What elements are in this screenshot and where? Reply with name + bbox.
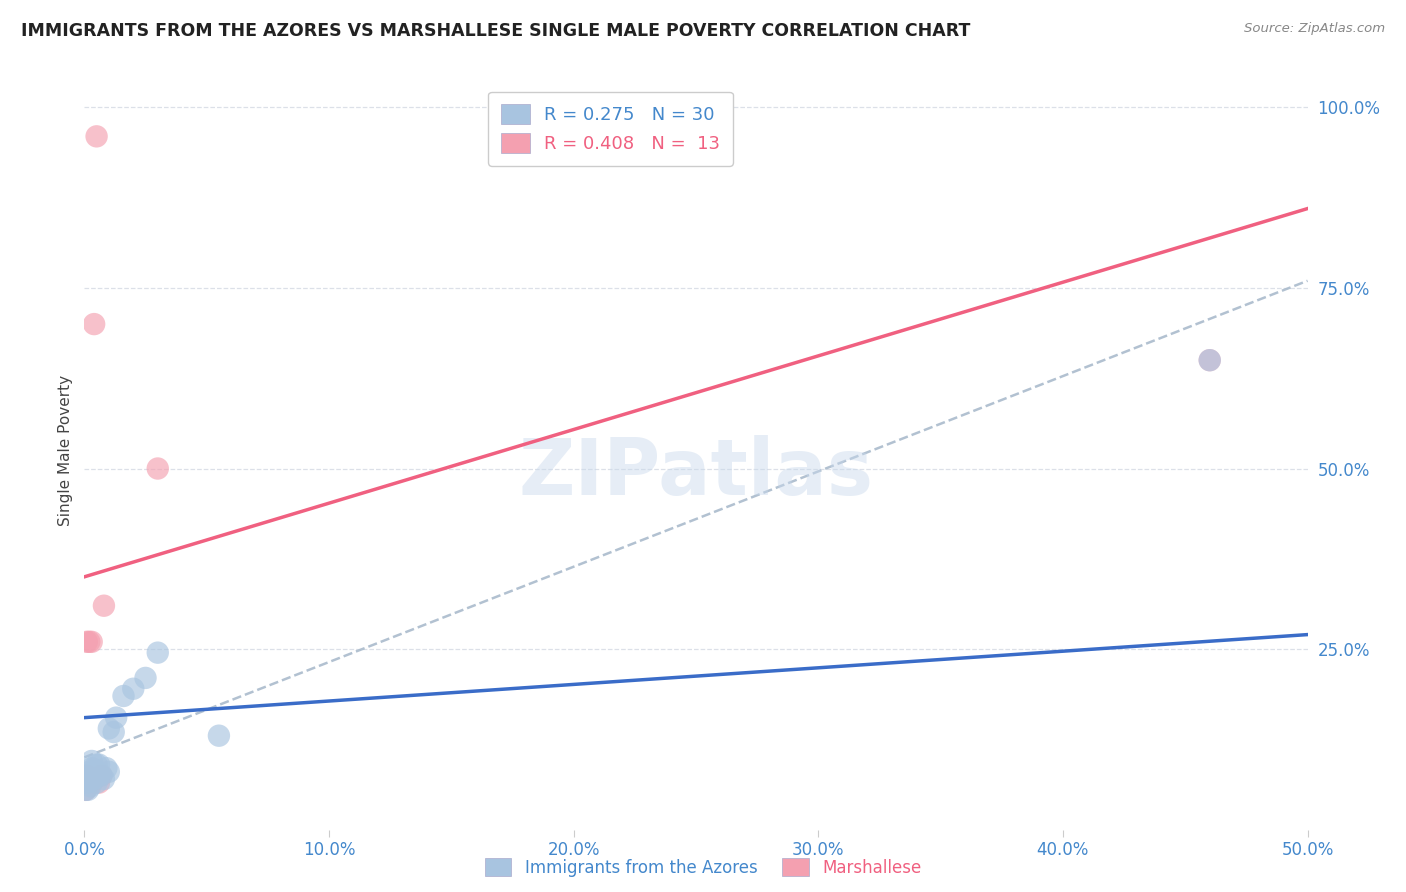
Point bbox=[97, 764, 120, 779]
Point bbox=[96, 761, 118, 775]
Point bbox=[77, 772, 100, 786]
Point bbox=[80, 761, 103, 775]
Point bbox=[76, 768, 98, 782]
Point bbox=[83, 772, 105, 786]
Point bbox=[146, 461, 169, 475]
Point bbox=[112, 689, 135, 703]
Point bbox=[76, 768, 98, 782]
Legend: R = 0.275   N = 30, R = 0.408   N =  13: R = 0.275 N = 30, R = 0.408 N = 13 bbox=[488, 92, 733, 166]
Text: ZIPatlas: ZIPatlas bbox=[519, 435, 873, 511]
Point bbox=[77, 764, 100, 779]
Point bbox=[75, 782, 97, 797]
Point bbox=[87, 768, 110, 782]
Point bbox=[86, 764, 108, 779]
Point bbox=[105, 711, 128, 725]
Point bbox=[103, 725, 125, 739]
Point bbox=[122, 681, 145, 696]
Point bbox=[75, 782, 97, 797]
Point bbox=[87, 757, 110, 772]
Point bbox=[80, 768, 103, 782]
Point bbox=[90, 768, 112, 782]
Point bbox=[80, 635, 103, 649]
Point bbox=[135, 671, 157, 685]
Point bbox=[83, 317, 105, 331]
Point bbox=[76, 635, 98, 649]
Point bbox=[79, 779, 101, 793]
Point bbox=[97, 722, 120, 736]
Point bbox=[90, 768, 112, 782]
Text: IMMIGRANTS FROM THE AZORES VS MARSHALLESE SINGLE MALE POVERTY CORRELATION CHART: IMMIGRANTS FROM THE AZORES VS MARSHALLES… bbox=[21, 22, 970, 40]
Point bbox=[208, 729, 231, 743]
Point bbox=[93, 772, 115, 786]
Point bbox=[80, 754, 103, 768]
Point bbox=[87, 775, 110, 789]
Point bbox=[77, 635, 100, 649]
Point bbox=[76, 775, 98, 789]
Y-axis label: Single Male Poverty: Single Male Poverty bbox=[58, 375, 73, 526]
Point bbox=[83, 764, 105, 779]
Point bbox=[93, 599, 115, 613]
Text: Source: ZipAtlas.com: Source: ZipAtlas.com bbox=[1244, 22, 1385, 36]
Point bbox=[1198, 353, 1220, 368]
Point bbox=[80, 775, 103, 789]
Legend: Immigrants from the Azores, Marshallese: Immigrants from the Azores, Marshallese bbox=[478, 852, 928, 883]
Point bbox=[146, 646, 169, 660]
Point bbox=[77, 782, 100, 797]
Point bbox=[86, 775, 108, 789]
Point bbox=[86, 757, 108, 772]
Point bbox=[86, 129, 108, 144]
Point bbox=[1198, 353, 1220, 368]
